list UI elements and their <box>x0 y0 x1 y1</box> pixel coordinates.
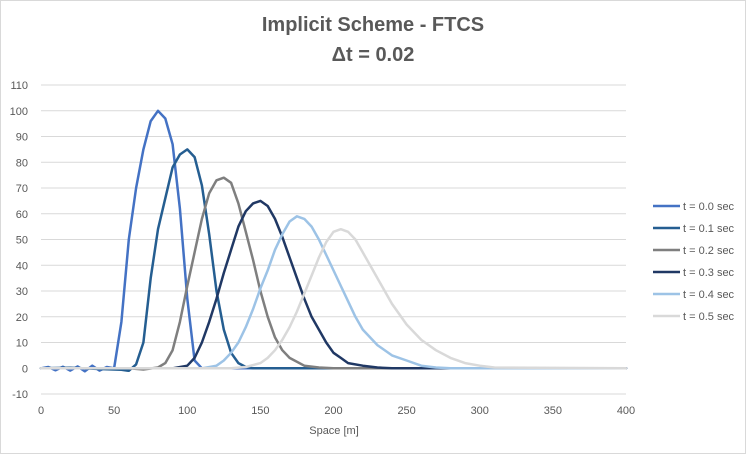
y-axis-ticks: -10 0 10 20 30 40 50 60 70 80 90 100 110 <box>10 80 28 401</box>
x-tick-label: 300 <box>471 405 489 417</box>
series-line-4 <box>39 215 628 370</box>
legend-label-3: t = 0.3 sec <box>683 267 735 279</box>
legend-label-4: t = 0.4 sec <box>683 289 735 301</box>
y-tick-label: 0 <box>22 363 28 375</box>
y-tick-label: -10 <box>12 389 28 401</box>
legend-label-1: t = 0.1 sec <box>683 223 735 235</box>
gridlines <box>41 84 626 395</box>
y-tick-label: 100 <box>10 106 28 118</box>
legend-label-2: t = 0.2 sec <box>683 245 735 257</box>
x-tick-label: 200 <box>324 405 342 417</box>
y-tick-label: 40 <box>16 260 28 272</box>
y-tick-label: 10 <box>16 338 28 350</box>
series-line-5 <box>39 227 628 370</box>
y-tick-label: 20 <box>16 312 28 324</box>
y-tick-label: 70 <box>16 183 28 195</box>
x-tick-label: 0 <box>38 405 44 417</box>
chart-subtitle: Δt = 0.02 <box>331 44 415 66</box>
y-tick-label: 90 <box>16 132 28 144</box>
x-tick-label: 250 <box>397 405 415 417</box>
x-tick-label: 100 <box>178 405 196 417</box>
y-tick-label: 30 <box>16 286 28 298</box>
legend-label-0: t = 0.0 sec <box>683 201 735 213</box>
series-line-2 <box>39 176 628 371</box>
x-tick-label: 150 <box>251 405 269 417</box>
x-tick-label: 350 <box>544 405 562 417</box>
y-tick-label: 80 <box>16 157 28 169</box>
y-tick-label: 60 <box>16 209 28 221</box>
legend-label-5: t = 0.5 sec <box>683 311 735 323</box>
series-line-1 <box>39 148 628 373</box>
x-tick-label: 50 <box>108 405 120 417</box>
y-tick-label: 110 <box>10 80 28 92</box>
chart-title: Implicit Scheme - FTCS <box>261 14 485 36</box>
y-tick-label: 50 <box>16 235 28 247</box>
x-axis-label: Space [m] <box>309 425 359 437</box>
series-line-3 <box>39 199 628 370</box>
legend: t = 0.0 sec t = 0.1 sec t = 0.2 sec t = 0.3… <box>653 201 735 323</box>
series-lines <box>39 109 628 373</box>
x-tick-label: 400 <box>617 405 635 417</box>
x-axis-ticks: 0 50 100 150 200 250 300 350 400 <box>38 405 635 417</box>
series-line-0 <box>39 109 628 373</box>
